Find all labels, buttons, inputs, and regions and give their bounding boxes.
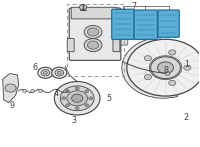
Text: 5: 5 (106, 94, 112, 103)
Circle shape (169, 80, 176, 86)
FancyBboxPatch shape (71, 7, 117, 19)
Circle shape (57, 71, 61, 74)
Circle shape (5, 84, 16, 92)
Circle shape (66, 104, 70, 107)
Text: 4: 4 (54, 89, 59, 98)
Circle shape (52, 67, 67, 78)
Polygon shape (3, 74, 19, 103)
Circle shape (41, 70, 50, 76)
Circle shape (55, 70, 64, 76)
Circle shape (89, 97, 93, 100)
Text: 1: 1 (184, 60, 189, 69)
FancyBboxPatch shape (113, 39, 120, 52)
FancyBboxPatch shape (118, 36, 128, 45)
Circle shape (144, 56, 151, 61)
Text: 7: 7 (131, 2, 136, 11)
FancyBboxPatch shape (112, 9, 134, 39)
Circle shape (184, 65, 191, 70)
Circle shape (38, 90, 42, 92)
Circle shape (75, 107, 79, 110)
Circle shape (144, 75, 151, 80)
Circle shape (54, 81, 100, 115)
Circle shape (80, 5, 87, 10)
Circle shape (151, 57, 180, 79)
Circle shape (67, 91, 87, 106)
Circle shape (66, 90, 70, 93)
Text: 6: 6 (33, 63, 38, 72)
Circle shape (43, 71, 47, 74)
Circle shape (23, 90, 27, 92)
Circle shape (62, 97, 66, 100)
Circle shape (30, 90, 34, 92)
Circle shape (75, 87, 79, 90)
Circle shape (87, 41, 99, 49)
Circle shape (84, 25, 102, 39)
Circle shape (165, 72, 170, 75)
Circle shape (158, 62, 173, 74)
Text: 8: 8 (163, 66, 168, 75)
Text: 2: 2 (184, 113, 189, 122)
Circle shape (87, 28, 99, 36)
Circle shape (72, 94, 83, 102)
Circle shape (38, 67, 53, 78)
Circle shape (85, 104, 89, 107)
Circle shape (169, 50, 176, 55)
FancyBboxPatch shape (67, 39, 74, 52)
Wedge shape (122, 37, 178, 98)
Text: 9: 9 (9, 101, 14, 110)
Text: 3: 3 (72, 116, 77, 125)
FancyBboxPatch shape (134, 10, 157, 39)
Circle shape (127, 39, 200, 96)
Circle shape (84, 39, 102, 52)
FancyBboxPatch shape (158, 10, 179, 37)
Circle shape (60, 86, 94, 111)
Circle shape (85, 90, 89, 93)
FancyBboxPatch shape (69, 8, 121, 60)
